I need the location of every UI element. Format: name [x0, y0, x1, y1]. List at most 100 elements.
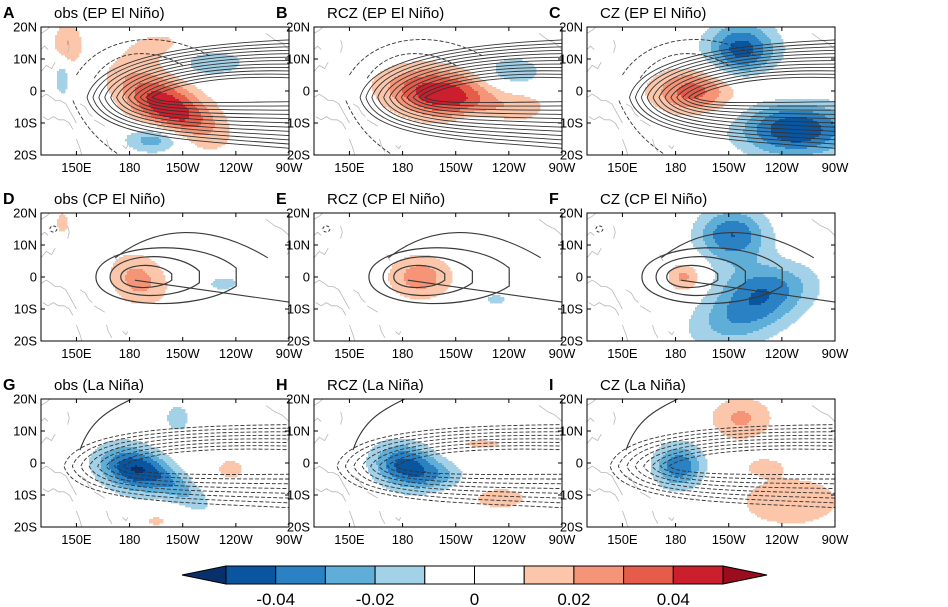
y-tick-label: 20N	[286, 20, 310, 35]
y-tick-label: 10N	[286, 52, 310, 67]
x-tick-label: 180	[392, 346, 414, 361]
y-tick-label: 20S	[14, 520, 37, 535]
x-tick-label: 180	[119, 160, 141, 175]
shaded-field	[388, 255, 505, 304]
y-tick-label: 10S	[560, 302, 583, 317]
x-tick-label: 90W	[276, 346, 303, 361]
x-tick-label: 90W	[549, 346, 576, 361]
x-tick-label: 150E	[61, 532, 92, 547]
coastlines	[587, 399, 835, 527]
contours	[49, 225, 289, 305]
colorbar: -0.04 -0.02 0 0.02 0.04	[181, 565, 768, 607]
x-tick-label: 150W	[439, 346, 474, 361]
x-tick-label: 150W	[166, 532, 201, 547]
colorbar-tick-label: -0.04	[256, 590, 295, 607]
x-tick-label: 90W	[822, 160, 849, 175]
y-tick-label: 0	[576, 456, 583, 471]
y-tick-label: 0	[303, 84, 310, 99]
panel-c: 150E 180 150W 120W 90W 20N 10N 0 10S 20S C CZ (EP E…	[549, 5, 849, 175]
coastlines	[41, 27, 289, 155]
panel-title: RCZ (EP El Niño)	[327, 5, 444, 22]
colorbar-bin	[275, 565, 326, 585]
y-tick-label: 20S	[560, 334, 583, 349]
x-tick-label: 120W	[765, 346, 800, 361]
y-tick-label: 20N	[559, 392, 583, 407]
x-tick-label: 180	[119, 532, 141, 547]
x-tick-label: 180	[392, 532, 414, 547]
panel-letter: B	[276, 5, 288, 22]
panel-b: 150E 180 150W 120W 90W 20N 10N 0 10S 20S B RCZ (EP …	[276, 5, 576, 175]
panel-e: 150E 180 150W 120W 90W 20N 10N 0 10S 20S E RCZ (CP …	[276, 191, 576, 361]
x-tick-label: 150W	[166, 346, 201, 361]
y-tick-label: 0	[303, 456, 310, 471]
y-tick-label: 10S	[287, 488, 310, 503]
panel-i: 150E 180 150W 120W 90W 20N 10N 0 10S 20S I CZ (La N…	[549, 377, 849, 547]
y-tick-label: 10S	[14, 488, 37, 503]
y-tick-label: 10S	[560, 116, 583, 131]
coastlines	[41, 399, 289, 527]
x-tick-label: 150W	[712, 532, 747, 547]
contours	[618, 39, 835, 155]
x-tick-label: 150W	[166, 160, 201, 175]
y-tick-label: 20N	[286, 206, 310, 221]
y-tick-label: 20S	[287, 334, 310, 349]
y-tick-label: 20S	[287, 520, 310, 535]
x-tick-label: 180	[392, 160, 414, 175]
y-tick-label: 10N	[286, 424, 310, 439]
panel-letter: D	[3, 191, 15, 208]
coastlines	[314, 399, 562, 527]
y-tick-label: 10N	[559, 52, 583, 67]
x-tick-label: 150E	[334, 346, 365, 361]
colorbar-bin	[523, 565, 575, 585]
x-tick-label: 120W	[219, 346, 254, 361]
x-tick-label: 150W	[439, 532, 474, 547]
panel-letter: F	[549, 191, 559, 208]
x-tick-label: 90W	[276, 532, 303, 547]
y-tick-label: 0	[30, 270, 37, 285]
panel-h: 150E 180 150W 120W 90W 20N 10N 0 10S 20S H RCZ (La …	[276, 377, 576, 547]
contours	[336, 399, 562, 509]
y-tick-label: 10N	[559, 424, 583, 439]
colorbar-bin	[623, 565, 674, 585]
y-tick-label: 20S	[560, 520, 583, 535]
x-tick-label: 120W	[492, 346, 527, 361]
x-tick-label: 150E	[61, 160, 92, 175]
x-tick-label: 150E	[607, 532, 638, 547]
colorbar-tick-label: 0	[470, 590, 479, 607]
x-tick-label: 150E	[607, 346, 638, 361]
panel-title: CZ (EP El Niño)	[600, 5, 706, 22]
x-tick-label: 90W	[549, 160, 576, 175]
colorbar-bin	[573, 565, 625, 585]
panel-title: obs (EP El Niño)	[54, 5, 165, 22]
panel-letter: C	[549, 5, 561, 22]
panel-title: obs (CP El Niño)	[54, 191, 165, 208]
x-tick-label: 150E	[607, 160, 638, 175]
coastlines	[41, 213, 289, 341]
x-tick-label: 120W	[219, 532, 254, 547]
panel-a: 150E 180 150W 120W 90W 20N 10N 0 10S 20S A obs (EP …	[3, 5, 303, 175]
y-tick-label: 10S	[14, 302, 37, 317]
colorbar-tick-label: -0.02	[356, 590, 395, 607]
y-tick-label: 10S	[14, 116, 37, 131]
coastlines	[587, 213, 835, 341]
x-tick-label: 90W	[822, 532, 849, 547]
panel-g: 150E 180 150W 120W 90W 20N 10N 0 10S 20S G obs (La …	[3, 377, 303, 547]
y-tick-label: 10N	[13, 424, 37, 439]
panel-title: obs (La Niña)	[54, 377, 144, 394]
x-tick-label: 150W	[712, 160, 747, 175]
x-tick-label: 90W	[822, 346, 849, 361]
panel-title: RCZ (La Niña)	[327, 377, 424, 394]
x-tick-label: 150E	[334, 160, 365, 175]
contours	[322, 225, 562, 305]
panel-letter: H	[276, 377, 288, 394]
panel-title: CZ (La Niña)	[600, 377, 686, 394]
y-tick-label: 0	[30, 456, 37, 471]
x-tick-label: 120W	[492, 160, 527, 175]
x-tick-label: 90W	[549, 532, 576, 547]
x-tick-label: 150W	[712, 346, 747, 361]
y-tick-label: 0	[30, 84, 37, 99]
colorbar-bin	[374, 565, 426, 585]
y-tick-label: 10N	[286, 238, 310, 253]
y-tick-label: 20N	[559, 20, 583, 35]
colorbar-under-triangle	[181, 565, 227, 585]
